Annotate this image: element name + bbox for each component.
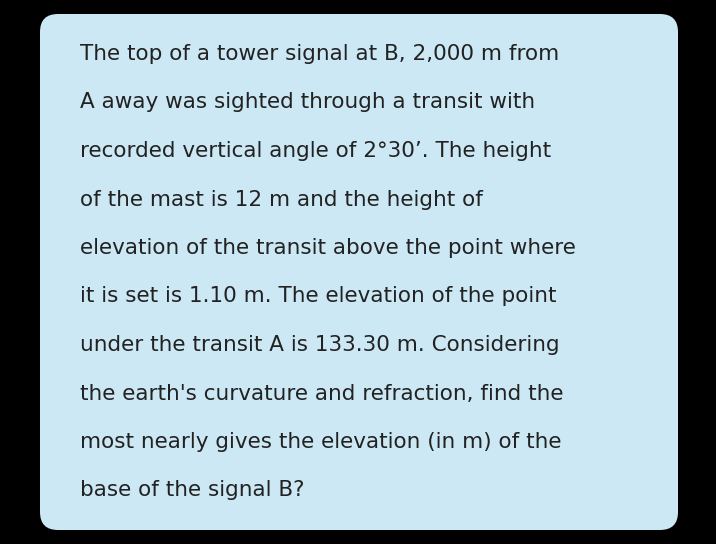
Text: it is set is 1.10 m. The elevation of the point: it is set is 1.10 m. The elevation of th… <box>80 287 556 306</box>
Text: elevation of the transit above the point where: elevation of the transit above the point… <box>80 238 576 258</box>
Text: of the mast is 12 m and the height of: of the mast is 12 m and the height of <box>80 189 483 209</box>
Text: under the transit A is 133.30 m. Considering: under the transit A is 133.30 m. Conside… <box>80 335 560 355</box>
Text: recorded vertical angle of 2°30’. The height: recorded vertical angle of 2°30’. The he… <box>80 141 551 161</box>
Text: base of the signal B?: base of the signal B? <box>80 480 304 500</box>
Text: most nearly gives the elevation (in m) of the: most nearly gives the elevation (in m) o… <box>80 432 561 452</box>
Text: The top of a tower signal at B, 2,000 m from: The top of a tower signal at B, 2,000 m … <box>80 44 559 64</box>
Text: the earth's curvature and refraction, find the: the earth's curvature and refraction, fi… <box>80 384 563 404</box>
Text: A away was sighted through a transit with: A away was sighted through a transit wit… <box>80 92 535 113</box>
FancyBboxPatch shape <box>40 14 678 530</box>
